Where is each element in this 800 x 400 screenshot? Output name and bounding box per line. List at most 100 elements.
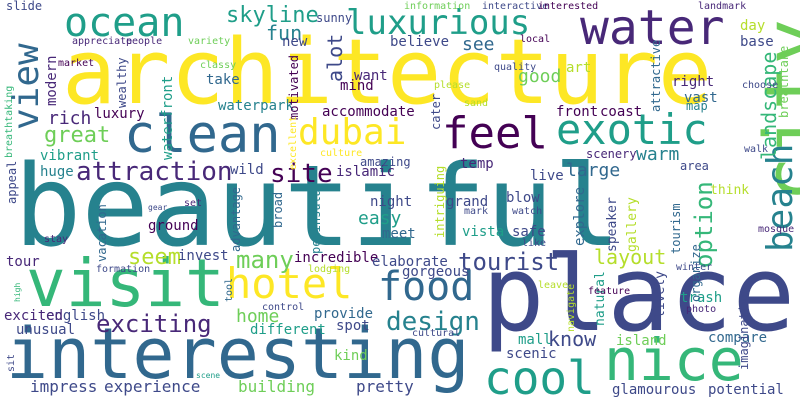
word-seem: seem <box>128 245 181 270</box>
word-safe: safe <box>512 224 546 240</box>
word-easy: easy <box>358 208 402 229</box>
word-sit: sit <box>6 354 17 372</box>
word-walk: walk <box>744 144 768 155</box>
word-choose: choose <box>742 80 778 91</box>
word-english: english <box>46 308 105 324</box>
word-natural: natural <box>593 271 608 326</box>
word-building: building <box>238 377 315 396</box>
word-wealthy: wealthy <box>115 57 129 108</box>
word-area: area <box>680 159 709 173</box>
word-scene: scene <box>196 371 220 380</box>
word-quality: quality <box>494 62 536 73</box>
word-winter: winter <box>676 262 712 273</box>
word-incredible: incredible <box>294 250 378 266</box>
word-art: art <box>566 60 591 76</box>
word-high: high <box>13 283 22 302</box>
word-want: want <box>354 68 388 84</box>
word-skyline: skyline <box>226 3 319 28</box>
word-sunny: sunny <box>316 11 352 25</box>
word-navigate: navigate <box>566 284 577 332</box>
word-water: water <box>580 0 725 56</box>
word-tour: tour <box>6 254 40 270</box>
word-elaborate: elaborate <box>372 254 448 270</box>
word-take: take <box>206 72 240 88</box>
word-like: like <box>522 238 546 249</box>
word-tourist: tourist <box>458 248 559 276</box>
word-exciting: exciting <box>96 310 212 338</box>
word-vacation: vacation <box>95 204 109 262</box>
word-vibrant: vibrant <box>40 148 99 164</box>
word-gorgeous: gorgeous <box>402 264 469 280</box>
word-kind: kind <box>334 348 368 364</box>
word-see: see <box>462 34 495 55</box>
word-mind: mind <box>340 78 374 94</box>
word-ocean: ocean <box>64 0 184 46</box>
word-cultural: cultural <box>412 328 460 339</box>
word-vast: vast <box>684 90 718 106</box>
word-advantage: advantage <box>229 187 243 252</box>
word-mosque: mosque <box>758 224 794 235</box>
word-food: food <box>378 264 474 310</box>
word-intriguing: intriguing <box>433 166 447 238</box>
word-people: people <box>126 36 162 47</box>
word-day: day <box>740 18 765 34</box>
word-night: night <box>370 194 412 210</box>
word-mark: mark <box>464 206 488 217</box>
word-culture: culture <box>320 148 362 159</box>
word-good: good <box>518 66 561 87</box>
word-design: design <box>386 307 480 337</box>
word-great: great <box>44 123 110 148</box>
word-islamic: islamic <box>336 164 395 180</box>
word-variety: variety <box>188 36 230 47</box>
word-blow: blow <box>506 190 540 206</box>
word-view: view <box>6 43 47 130</box>
word-fun: fun <box>266 21 302 45</box>
word-mall: mall <box>518 332 552 348</box>
word-gear: gear <box>148 203 167 212</box>
word-luxurious: luxurious <box>346 3 530 43</box>
word-provide: provide <box>314 306 373 322</box>
word-lodging: lodging <box>308 264 350 275</box>
word-scenery: scenery <box>586 147 637 161</box>
word-amazing: amazing <box>360 155 411 169</box>
word-tourism: tourism <box>669 203 683 254</box>
word-set: set <box>184 198 202 209</box>
word-live: live <box>530 168 564 184</box>
word-attraction: attraction <box>76 157 233 187</box>
word-impress: impress <box>30 377 97 396</box>
word-large: large <box>566 160 620 181</box>
word-invest: invest <box>178 248 229 264</box>
word-breathtaking: breathtaking <box>4 86 15 158</box>
word-front: front <box>556 104 598 120</box>
word-beach: beach <box>760 144 800 252</box>
word-temp: temp <box>460 156 494 172</box>
word-photo: photo <box>686 304 716 315</box>
word-stay: stay <box>44 234 68 245</box>
word-compare: compare <box>708 330 767 346</box>
word-appreciate: appreciate <box>72 36 132 47</box>
word-city: city <box>747 19 800 202</box>
word-warm: warm <box>636 144 679 165</box>
word-cool: cool <box>484 351 595 400</box>
word-classy: classy <box>200 60 236 71</box>
word-motivated: motivated <box>287 55 301 120</box>
word-home: home <box>236 306 279 327</box>
word-visit: visit <box>26 245 225 322</box>
word-landscape: landscape <box>757 52 781 160</box>
word-modern: modern <box>44 55 60 106</box>
word-layout: layout <box>594 245 666 269</box>
word-lively: lively <box>653 271 668 318</box>
word-vista: vista <box>462 224 504 240</box>
word-island: island <box>616 333 667 349</box>
word-appeal: appeal <box>5 161 19 204</box>
word-formation: formation <box>96 264 150 275</box>
word-interested: interested <box>538 1 598 12</box>
word-alot: alot <box>323 34 347 82</box>
word-clean: clean <box>124 105 281 165</box>
word-interesting: interesting <box>6 313 470 395</box>
word-place: place <box>482 233 795 355</box>
word-waterfront: waterfront <box>160 76 176 160</box>
word-meet: meet <box>382 226 416 242</box>
word-right: right <box>672 74 714 90</box>
